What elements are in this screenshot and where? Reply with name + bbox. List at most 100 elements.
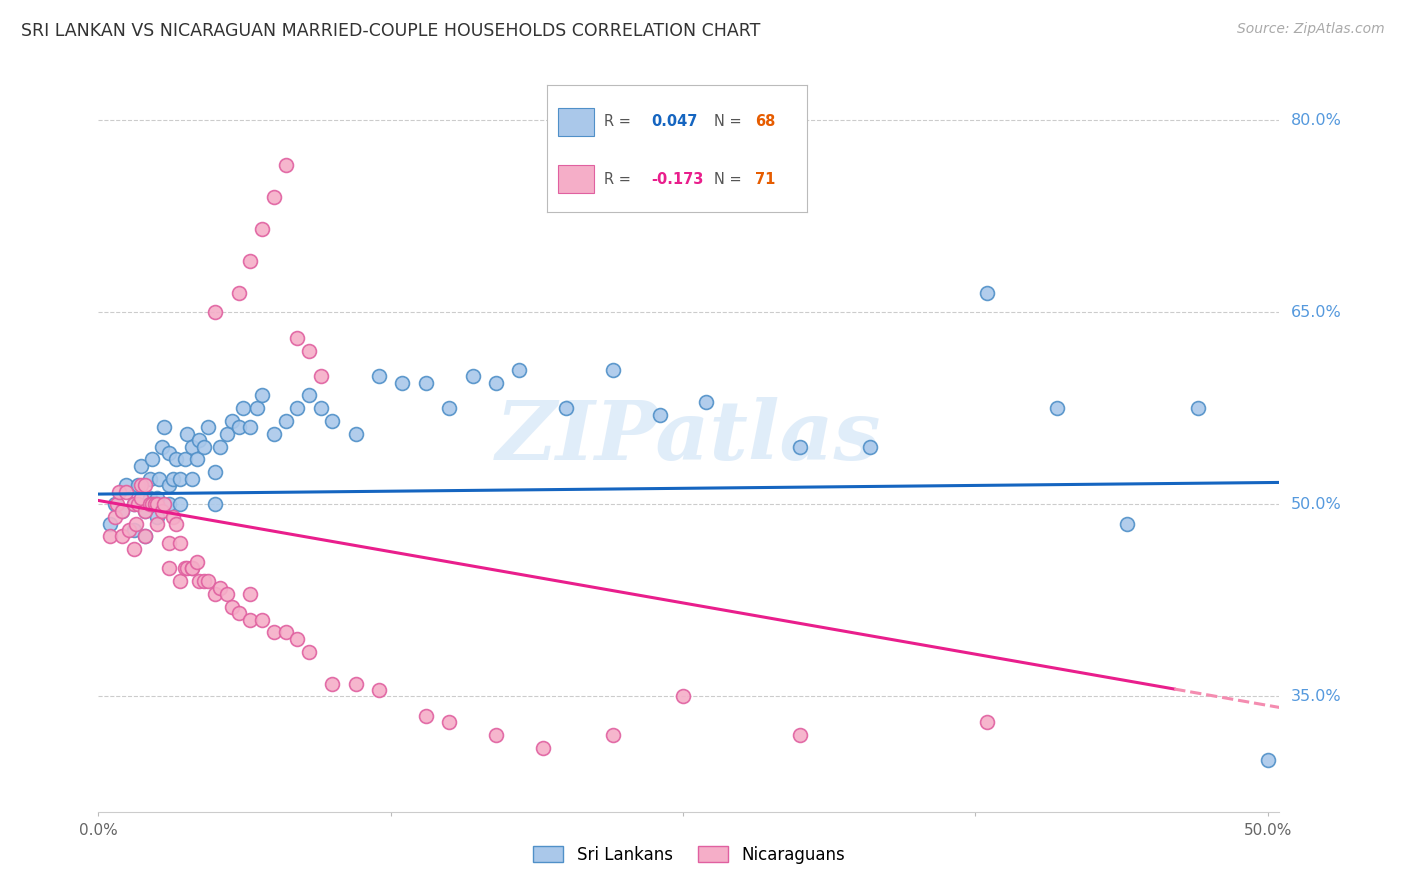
Point [139,472,162,486]
Point [181,561,204,575]
Point [125,516,148,531]
Point [976,714,998,729]
Point [197,420,219,434]
Point [150,504,173,518]
Point [134,504,156,518]
Point [122,542,145,557]
Point [250,222,273,236]
Point [250,388,273,402]
Point [141,452,163,467]
Point [157,497,180,511]
Point [134,529,156,543]
Point [105,497,128,511]
Point [263,426,285,441]
Point [274,414,297,428]
Point [169,574,191,589]
Point [239,254,262,268]
Point [789,440,811,454]
Point [439,714,461,729]
Point [146,497,169,511]
Point [285,331,308,345]
Point [186,555,208,569]
Point [162,510,184,524]
Point [139,497,162,511]
Point [485,728,508,742]
Point [1187,401,1209,416]
Point [141,497,163,511]
Point [193,574,215,589]
Point [146,516,169,531]
Point [239,613,262,627]
Point [1116,516,1139,531]
Point [188,574,211,589]
Point [111,504,134,518]
Point [602,363,624,377]
Point [321,676,343,690]
Point [485,376,508,390]
Point [368,683,391,698]
Point [162,472,184,486]
Point [122,497,145,511]
Point [139,491,162,505]
Point [181,440,204,454]
Point [228,285,250,300]
Point [146,491,169,505]
Point [122,523,145,537]
Point [148,472,170,486]
Point [555,401,578,416]
Point [368,369,391,384]
Point [129,478,152,492]
Point [461,369,484,384]
Point [134,478,156,492]
Point [250,613,273,627]
Point [298,645,321,659]
Point [197,574,219,589]
Point [134,504,156,518]
Point [228,606,250,620]
Point [127,497,149,511]
Point [391,376,413,390]
Point [122,497,145,511]
Point [531,740,554,755]
Text: ZIPatlas: ZIPatlas [496,397,882,477]
Point [127,478,149,492]
Point [602,728,624,742]
Point [415,376,437,390]
Point [274,158,297,172]
Point [118,523,141,537]
Point [309,401,332,416]
Point [111,529,134,543]
Point [153,497,176,511]
Point [415,708,437,723]
Point [695,395,717,409]
Point [321,414,343,428]
Point [181,472,204,486]
Point [104,497,127,511]
Point [204,465,226,479]
Point [174,561,197,575]
Point [129,491,152,505]
Point [239,587,262,601]
Point [263,190,285,204]
Point [232,401,254,416]
Point [246,401,269,416]
Point [98,529,121,543]
Legend: Sri Lankans, Nicaraguans: Sri Lankans, Nicaraguans [527,839,851,871]
Point [165,452,187,467]
Point [215,587,238,601]
Point [174,452,197,467]
Point [228,420,250,434]
Point [98,516,121,531]
Point [344,426,367,441]
Point [309,369,332,384]
Point [221,599,243,614]
Point [129,458,152,473]
Point [204,587,226,601]
Point [143,497,166,511]
Text: Source: ZipAtlas.com: Source: ZipAtlas.com [1237,22,1385,37]
Point [859,440,882,454]
Point [157,478,180,492]
Point [204,305,226,319]
Point [1257,754,1279,768]
Point [285,401,308,416]
